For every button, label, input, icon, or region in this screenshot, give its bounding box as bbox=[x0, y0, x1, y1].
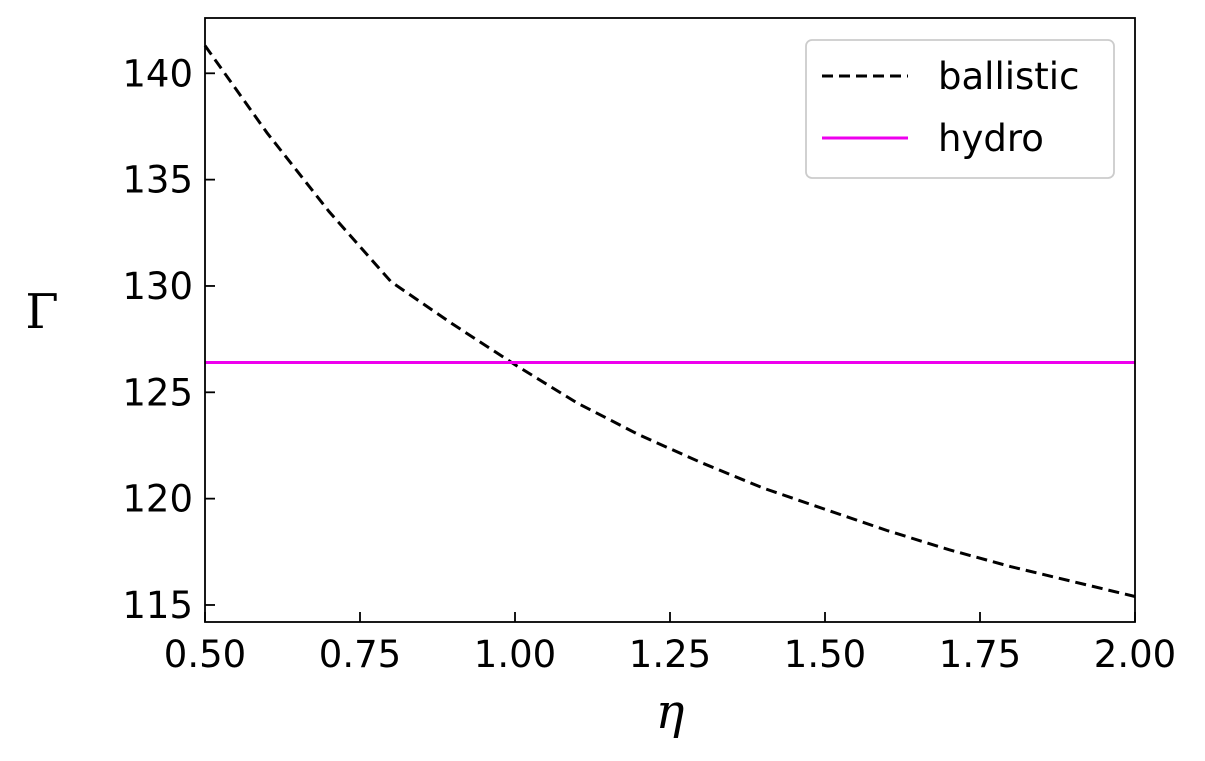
x-tick-label: 1.50 bbox=[784, 633, 866, 676]
x-tick-label: 1.75 bbox=[939, 633, 1021, 676]
y-tick-label: 115 bbox=[122, 584, 193, 627]
y-tick-label: 120 bbox=[122, 478, 193, 521]
x-tick-label: 2.00 bbox=[1094, 633, 1176, 676]
plot-frame bbox=[204, 17, 1136, 623]
legend: ballistic hydro bbox=[805, 39, 1115, 179]
x-tick-label: 0.75 bbox=[319, 633, 401, 676]
y-tick-label: 130 bbox=[122, 265, 193, 308]
x-tick-label: 1.00 bbox=[474, 633, 556, 676]
x-tick-label: 0.50 bbox=[164, 633, 246, 676]
legend-hydro-label: hydro bbox=[938, 117, 1044, 160]
ticks-layer: 0.50 0.75 1.00 1.25 1.50 1.75 2.00 115 120 125 130… bbox=[122, 52, 1176, 676]
x-tick-label: 1.25 bbox=[629, 633, 711, 676]
y-tick-label: 135 bbox=[122, 159, 193, 202]
series-line-ballistic bbox=[203, 44, 1136, 598]
series-layer bbox=[203, 44, 1136, 598]
y-tick-label: 140 bbox=[122, 52, 193, 95]
x-axis-label: η bbox=[656, 684, 685, 740]
y-axis-label: Γ bbox=[25, 284, 58, 340]
legend-ballistic-label: ballistic bbox=[938, 55, 1079, 98]
y-tick-label: 125 bbox=[122, 371, 193, 414]
